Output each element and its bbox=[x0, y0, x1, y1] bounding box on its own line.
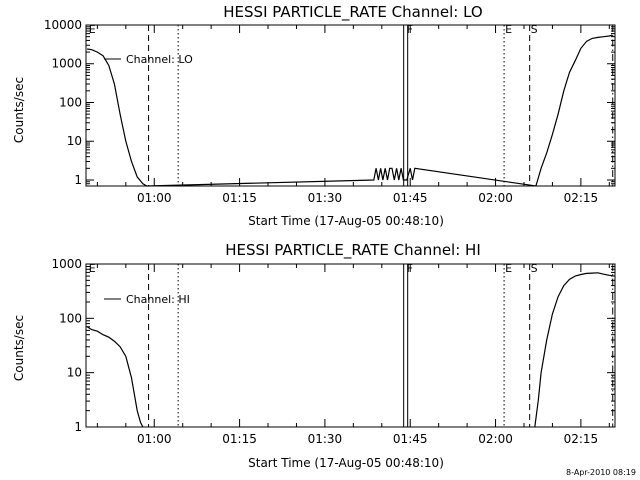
event-marker-label: S bbox=[531, 23, 538, 36]
y-tick-label: 1000 bbox=[51, 57, 82, 71]
y-axis-label: Counts/sec bbox=[12, 315, 26, 381]
event-marker-label: S bbox=[531, 262, 538, 275]
event-marker-label: E bbox=[505, 23, 512, 36]
panel-hi: HESSI PARTICLE_RATE Channel: HI Counts/s… bbox=[12, 241, 616, 470]
chart-title: HESSI PARTICLE_RATE Channel: LO bbox=[223, 3, 482, 22]
y-tick-label: 100 bbox=[59, 95, 82, 109]
panel-lo: HESSI PARTICLE_RATE Channel: LO Counts/s… bbox=[12, 3, 616, 228]
y-tick-label: 10000 bbox=[44, 18, 82, 32]
x-tick-label: 01:15 bbox=[222, 432, 257, 446]
event-marker-label: F bbox=[407, 262, 413, 275]
series-line bbox=[87, 34, 613, 187]
y-tick-label: 1 bbox=[74, 420, 82, 434]
x-tick-label: 01:30 bbox=[308, 191, 343, 205]
event-marker-label: E bbox=[505, 262, 512, 275]
y-tick-label: 1000 bbox=[51, 257, 82, 271]
legend: Channel: LO bbox=[104, 53, 193, 66]
legend: Channel: HI bbox=[104, 293, 190, 306]
x-tick-label: 01:00 bbox=[137, 191, 172, 205]
event-marker-label: F bbox=[407, 23, 413, 36]
event-marker-label: E bbox=[89, 23, 96, 36]
plot-frame bbox=[85, 263, 616, 428]
event-marker-label: E bbox=[89, 262, 96, 275]
series-line bbox=[86, 326, 144, 428]
x-tick-label: 01:45 bbox=[393, 191, 428, 205]
y-axis-label: Counts/sec bbox=[12, 77, 26, 143]
x-tick-label: 01:15 bbox=[222, 191, 257, 205]
x-tick-label: 01:45 bbox=[393, 432, 428, 446]
y-tick-label: 10 bbox=[67, 134, 82, 148]
legend-label: Channel: HI bbox=[126, 293, 190, 306]
timestamp: 8-Apr-2010 08:19 bbox=[566, 468, 636, 477]
legend-label: Channel: LO bbox=[126, 53, 193, 66]
y-tick-label: 10 bbox=[67, 366, 82, 380]
x-tick-label: 02:00 bbox=[478, 191, 513, 205]
y-tick-label: 1 bbox=[74, 173, 82, 187]
y-tick-label: 100 bbox=[59, 311, 82, 325]
plot-frame bbox=[85, 24, 616, 187]
x-axis-label: Start Time (17-Aug-05 00:48:10) bbox=[248, 456, 444, 470]
x-tick-label: 02:00 bbox=[478, 432, 513, 446]
series-line bbox=[534, 272, 613, 428]
x-tick-label: 01:00 bbox=[137, 432, 172, 446]
x-tick-label: 02:15 bbox=[564, 191, 599, 205]
x-tick-label: 01:30 bbox=[308, 432, 343, 446]
chart-title: HESSI PARTICLE_RATE Channel: HI bbox=[225, 241, 481, 260]
x-axis-label: Start Time (17-Aug-05 00:48:10) bbox=[248, 214, 444, 228]
x-tick-label: 02:15 bbox=[564, 432, 599, 446]
